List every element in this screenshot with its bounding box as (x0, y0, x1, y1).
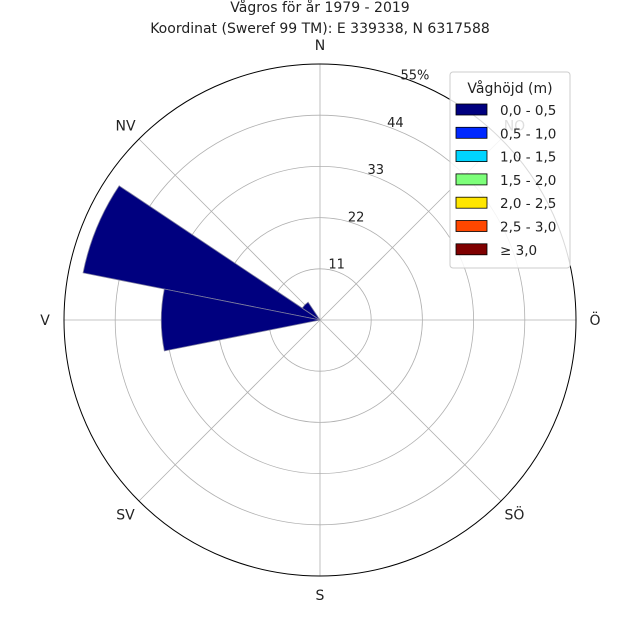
legend-swatch (455, 126, 488, 139)
radial-tick-label: 55% (401, 68, 430, 83)
rose-sectors (82, 185, 321, 352)
chart-title: Vågros för år 1979 - 2019 (230, 0, 409, 16)
grid-spoke (138, 319, 321, 502)
polar-grid (63, 63, 577, 577)
grid-spoke (138, 138, 321, 321)
rose-sector (301, 301, 321, 321)
legend-swatch (455, 150, 488, 163)
radial-tick-label: 11 (328, 258, 345, 273)
legend-label: 2,0 - 2,5 (500, 196, 556, 212)
grid-ring (114, 114, 526, 526)
direction-label: NV (116, 119, 136, 135)
grid-spoke (319, 319, 502, 502)
radial-tick-label: 22 (348, 210, 365, 225)
legend-label: ≥ 3,0 (500, 243, 537, 259)
chart-subtitle: Koordinat (Sweref 99 TM): E 339338, N 63… (150, 21, 490, 37)
polar-outer-ring (63, 63, 577, 577)
rose-sector (82, 185, 321, 321)
legend-label: 0,5 - 1,0 (500, 126, 556, 142)
radial-tick-label: 33 (368, 163, 385, 178)
rose-sector (160, 288, 321, 352)
direction-label: N (315, 38, 325, 54)
radial-tick-labels: 11 22 33 44 55% (328, 68, 429, 272)
legend-label: 1,5 - 2,0 (500, 173, 556, 189)
legend-entries: 0,0 - 0,5 0,5 - 1,0 1,0 - 1,5 1,5 - 2,0 2,0 … (455, 103, 556, 259)
direction-label: S (316, 588, 325, 604)
legend-swatch (455, 243, 488, 256)
radial-tick-label: 44 (387, 116, 404, 131)
direction-label: SÖ (505, 505, 525, 523)
legend-label: 2,5 - 3,0 (500, 220, 556, 236)
legend-swatch (455, 103, 488, 116)
direction-label: SV (116, 507, 135, 523)
legend-frame (449, 71, 571, 269)
legend-label: 0,0 - 0,5 (500, 103, 556, 119)
legend-swatch (455, 220, 488, 232)
legend: Våghöjd (m) 0,0 - 0,5 0,5 - 1,0 1,0 - 1,5 1… (449, 71, 571, 269)
legend-title: Våghöjd (m) (467, 80, 552, 97)
direction-label: Ö (589, 311, 600, 329)
direction-label: V (40, 313, 50, 329)
legend-swatch (455, 196, 488, 209)
legend-label: 1,0 - 1,5 (500, 150, 556, 166)
legend-swatch (455, 173, 488, 186)
